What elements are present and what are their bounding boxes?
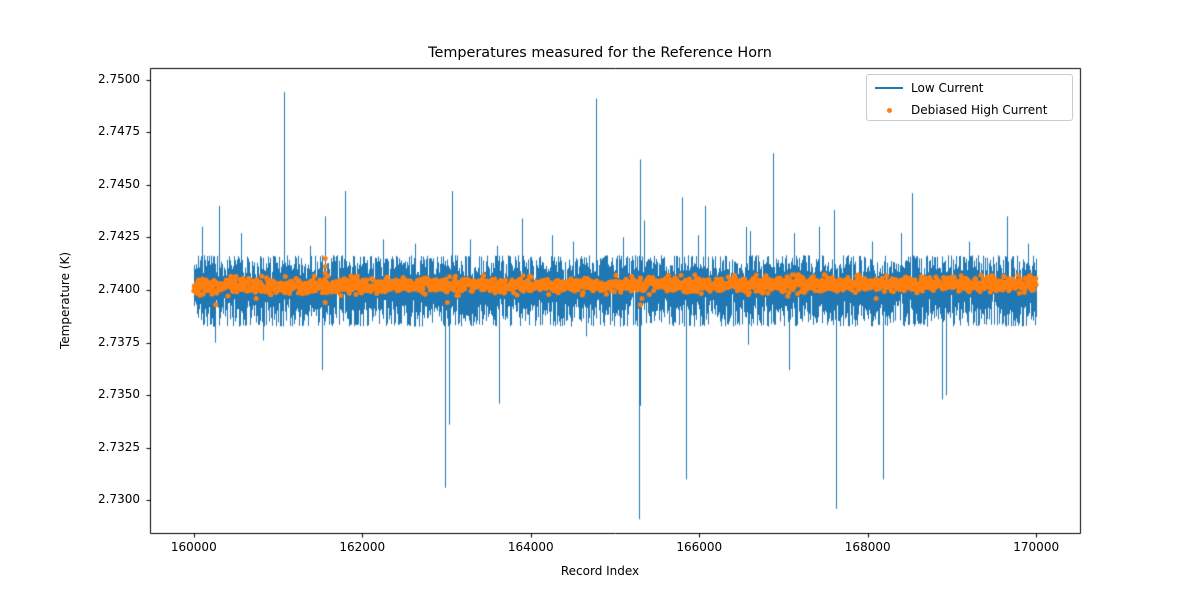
legend-line-swatch-icon [867, 87, 911, 89]
legend-dot-icon [886, 107, 892, 113]
legend-marker-swatch-icon [867, 107, 911, 113]
legend-item-1[interactable]: Low Current [867, 77, 1072, 99]
legend-item-label: Low Current [911, 81, 984, 95]
legend-item-2[interactable]: Debiased High Current [867, 99, 1072, 121]
legend-item-label: Debiased High Current [911, 103, 1048, 117]
legend-line-icon [875, 87, 903, 89]
chart-legend[interactable]: Low Current Debiased High Current [866, 74, 1073, 121]
